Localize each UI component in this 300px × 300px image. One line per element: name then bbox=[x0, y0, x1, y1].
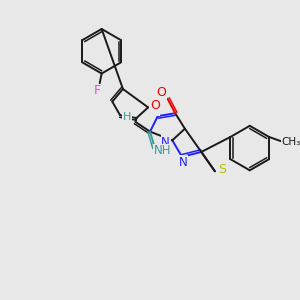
Text: F: F bbox=[94, 84, 101, 98]
Text: CH₃: CH₃ bbox=[282, 137, 300, 147]
Text: H: H bbox=[123, 112, 131, 122]
Text: N: N bbox=[161, 136, 170, 149]
Text: N: N bbox=[151, 103, 159, 116]
Text: N: N bbox=[178, 156, 187, 169]
Text: O: O bbox=[157, 86, 166, 99]
Text: O: O bbox=[150, 99, 160, 112]
Text: NH: NH bbox=[154, 145, 171, 158]
Text: S: S bbox=[218, 163, 226, 176]
